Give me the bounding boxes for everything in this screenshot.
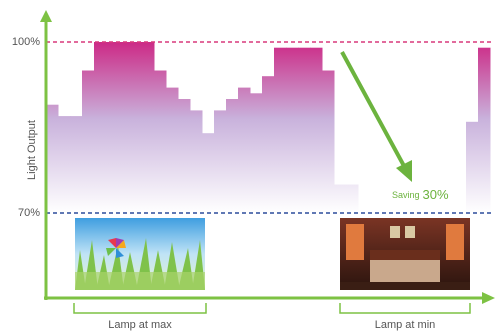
step-bar — [298, 47, 311, 214]
step-bar — [214, 110, 227, 213]
step-bar — [250, 93, 263, 213]
bracket — [73, 303, 207, 314]
step-bar — [346, 184, 359, 213]
photo-lamp-max — [75, 218, 205, 290]
step-bar — [202, 133, 215, 213]
step-bar — [274, 47, 287, 214]
step-bar — [334, 184, 347, 213]
step-bar — [94, 42, 107, 213]
step-bar — [238, 87, 251, 213]
step-bar — [322, 70, 335, 213]
bracket-label: Lamp at min — [375, 319, 436, 331]
step-bar — [466, 121, 479, 213]
y-axis-arrow — [40, 10, 52, 22]
step-bar — [106, 42, 119, 213]
step-bar — [46, 104, 59, 213]
step-bar — [154, 70, 167, 213]
step-bar — [478, 47, 491, 214]
step-bar — [190, 110, 203, 213]
step-bar — [310, 47, 323, 214]
annotation: Saving 30% — [392, 187, 449, 202]
annotation-value: 30% — [423, 187, 449, 202]
bracket — [339, 303, 471, 314]
step-bar — [118, 42, 131, 213]
annotation-text: Saving — [392, 190, 420, 200]
y-tick-label: 70% — [18, 207, 40, 219]
step-bar — [142, 42, 155, 213]
step-bar — [286, 47, 299, 214]
photo-lamp-min — [340, 218, 470, 290]
step-bar — [82, 70, 95, 213]
step-bar — [58, 116, 71, 213]
step-bar — [130, 42, 143, 213]
y-tick-label: 100% — [12, 36, 40, 48]
saving-arrow — [340, 51, 412, 182]
step-bar — [226, 99, 239, 213]
bracket-label: Lamp at max — [108, 319, 172, 331]
step-bar — [70, 116, 83, 213]
step-bar — [178, 99, 191, 213]
step-bar — [262, 76, 275, 213]
x-axis-arrow — [482, 292, 495, 304]
step-bar — [166, 87, 179, 213]
y-axis-label: Light Output — [26, 120, 38, 180]
